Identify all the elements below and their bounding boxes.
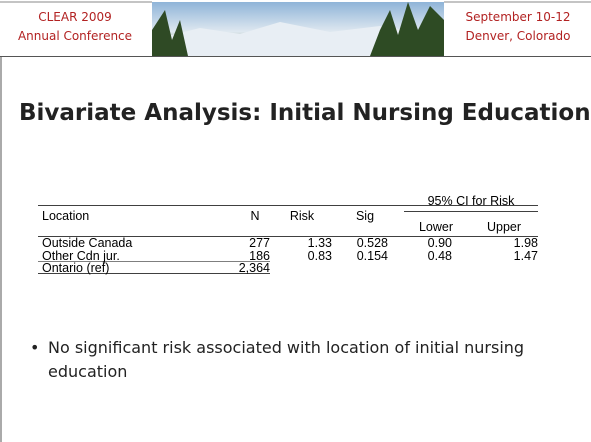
table-cell: Other Cdn jur. <box>42 248 120 263</box>
table-cell: 2,364 <box>238 261 270 275</box>
column-header: Sig <box>355 209 375 223</box>
trees-left <box>152 10 188 56</box>
mountains <box>152 22 444 56</box>
table-cell: 1.47 <box>513 248 538 263</box>
table-cell: 0.83 <box>307 248 332 263</box>
column-header: Location <box>42 209 90 223</box>
table-cell: 0.90 <box>427 236 452 250</box>
header-right: September 10-12 Denver, Colorado <box>445 8 591 46</box>
column-header: N <box>250 209 260 223</box>
column-header: Upper <box>486 220 522 234</box>
column-group-header: 95% CI for Risk <box>427 194 515 208</box>
header-line: Annual Conference <box>17 29 133 43</box>
header-line: Denver, Colorado <box>465 29 571 43</box>
table-cell: Outside Canada <box>42 236 133 250</box>
bullet-dot: • <box>30 338 40 357</box>
trees-right <box>370 2 444 56</box>
header-left: CLEAR 2009 Annual Conference <box>0 8 150 46</box>
column-header: Lower <box>418 220 454 234</box>
slide-title: Bivariate Analysis: Initial Nursing Educ… <box>19 100 591 126</box>
table-cell: 277 <box>249 236 270 250</box>
table-cell: 0.154 <box>356 248 388 263</box>
column-header: Risk <box>289 209 315 223</box>
header-line: CLEAR 2009 <box>38 10 112 24</box>
table-cell: 1.33 <box>307 236 332 250</box>
table-cell: 0.48 <box>427 248 452 263</box>
bullet-text: No significant risk associated with loca… <box>48 338 525 381</box>
table-cell: 0.528 <box>356 236 388 250</box>
table-cell: 1.98 <box>513 236 538 250</box>
table-cell: Ontario (ref) <box>42 261 110 275</box>
header-line: September 10-12 <box>465 10 571 24</box>
table-cell: 186 <box>249 248 270 263</box>
